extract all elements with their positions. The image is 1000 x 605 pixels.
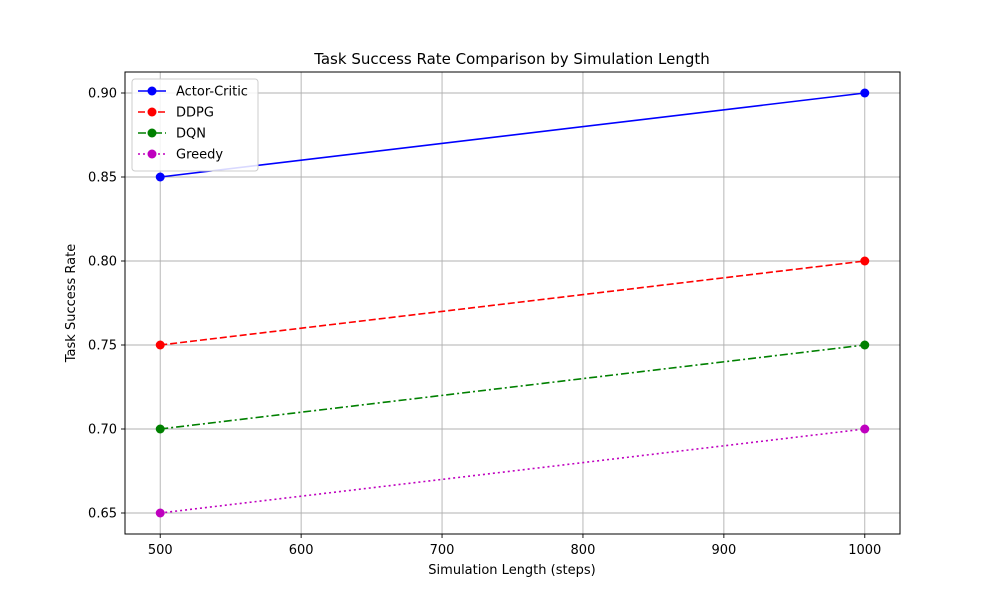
data-point-marker [860, 88, 870, 98]
x-tick-label: 500 [148, 543, 173, 558]
x-tick-label: 700 [430, 543, 455, 558]
y-tick-label: 0.75 [88, 339, 117, 354]
series-dqn [155, 340, 870, 434]
legend-item: Actor-Critic [138, 85, 248, 100]
legend-label: DDPG [176, 106, 214, 121]
x-tick-label: 900 [711, 543, 736, 558]
series-actor-critic [155, 88, 870, 182]
series-line [160, 344, 865, 430]
legend-marker [147, 86, 157, 96]
data-point-marker [155, 340, 165, 350]
legend-item: DDPG [138, 106, 214, 121]
legend-marker [147, 107, 157, 117]
legend-item: Greedy [138, 148, 223, 163]
y-axis-label: Task Success Rate [64, 244, 79, 363]
series-line [160, 428, 865, 514]
x-axis-label: Simulation Length (steps) [428, 563, 595, 578]
y-tick-label: 0.70 [88, 423, 117, 438]
data-point-marker [860, 256, 870, 266]
y-tick-label: 0.80 [88, 255, 117, 270]
legend-label: Greedy [176, 148, 223, 163]
series-line [160, 92, 865, 178]
x-tick-label: 600 [289, 543, 314, 558]
y-tick-label: 0.65 [88, 507, 117, 522]
y-tick-label: 0.90 [88, 87, 117, 102]
x-tick-label: 1000 [848, 543, 881, 558]
y-tick-label: 0.85 [88, 171, 117, 186]
series-ddpg [155, 256, 870, 350]
series-greedy [155, 424, 870, 518]
legend-label: Actor-Critic [176, 85, 248, 100]
axis-ticks: 500 600 700 800 900 1000 0.65 0.70 0.75 0.80 0.85 0… [88, 87, 881, 559]
plot-area-frame [124, 71, 901, 535]
data-point-marker [860, 424, 870, 434]
grid [125, 72, 900, 534]
x-tick-label: 800 [571, 543, 596, 558]
data-point-marker [155, 508, 165, 518]
data-point-marker [155, 172, 165, 182]
legend-item: DQN [138, 127, 206, 142]
legend: Actor-Critic DDPG DQN Greedy [131, 78, 259, 172]
series-line [160, 260, 865, 346]
data-point-marker [155, 424, 165, 434]
legend-box [131, 78, 259, 172]
series-lines [155, 88, 870, 518]
legend-marker [147, 128, 157, 138]
data-point-marker [860, 340, 870, 350]
chart-title: Task Success Rate Comparison by Simulati… [313, 50, 710, 68]
legend-label: DQN [176, 127, 206, 142]
legend-marker [147, 149, 157, 159]
